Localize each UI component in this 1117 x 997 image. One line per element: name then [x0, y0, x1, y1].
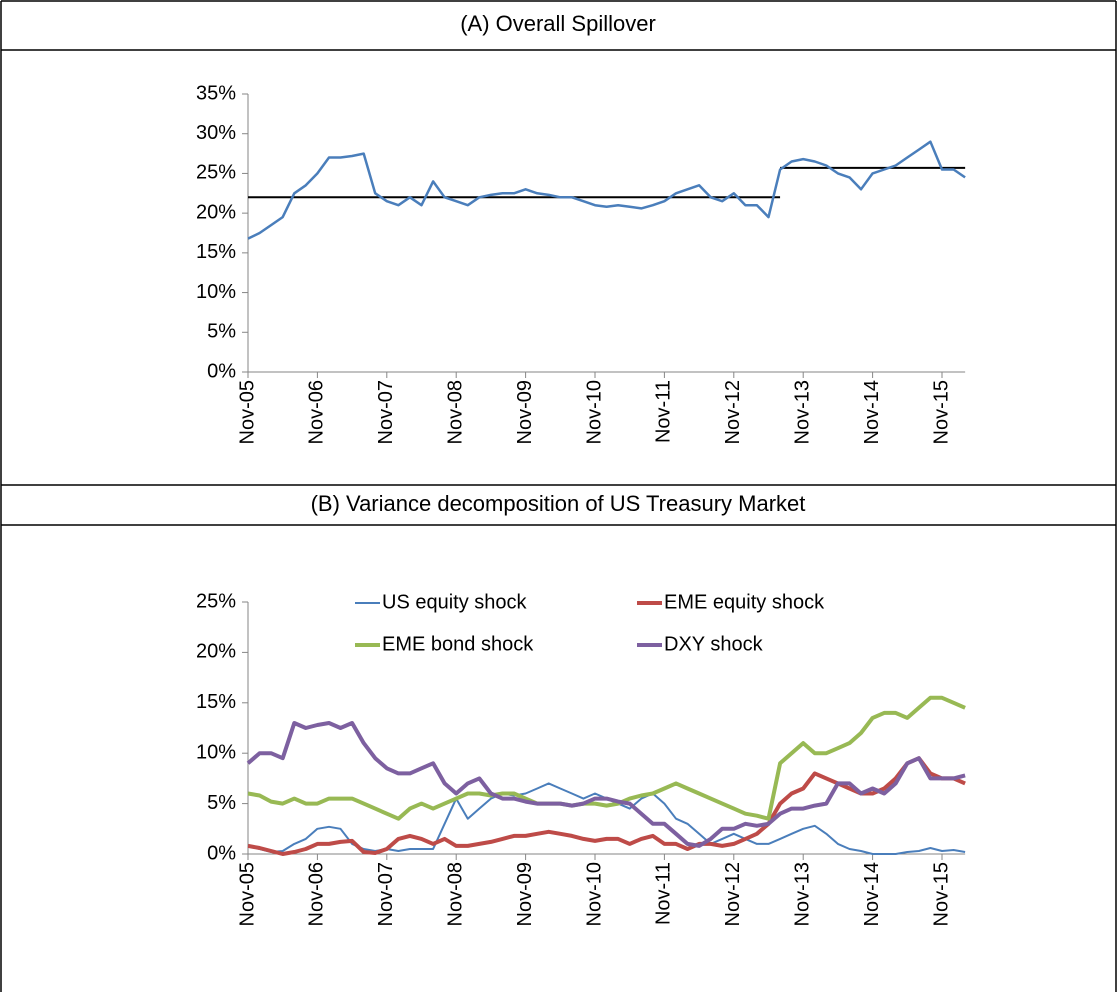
- x-tick-label: Nov-14: [861, 862, 883, 926]
- panel-title: (B) Variance decomposition of US Treasur…: [311, 491, 806, 516]
- x-tick-label: Nov-13: [791, 862, 813, 926]
- x-tick-label: Nov-13: [791, 380, 813, 444]
- x-tick-label: Nov-05: [236, 380, 258, 444]
- x-tick-label: Nov-06: [306, 862, 328, 926]
- x-tick-label: Nov-08: [444, 862, 466, 926]
- x-tick-label: Nov-15: [930, 862, 952, 926]
- y-tick-label: 15%: [196, 241, 236, 263]
- legend-label: EME bond shock: [382, 633, 534, 655]
- y-tick-label: 20%: [196, 201, 236, 223]
- y-tick-label: 30%: [196, 122, 236, 144]
- x-tick-label: Nov-10: [583, 862, 605, 926]
- y-tick-label: 25%: [196, 590, 236, 612]
- y-tick-label: 15%: [196, 691, 236, 713]
- x-tick-label: Nov-09: [514, 380, 536, 444]
- y-tick-label: 25%: [196, 162, 236, 184]
- series-line: [247, 140, 966, 240]
- x-tick-label: Nov-06: [306, 380, 328, 444]
- x-tick-label: Nov-05: [236, 862, 258, 926]
- x-tick-label: Nov-07: [375, 862, 397, 926]
- x-tick-label: Nov-07: [375, 380, 397, 444]
- y-tick-label: 5%: [207, 321, 236, 343]
- x-tick-label: Nov-12: [722, 380, 744, 444]
- series-line: [246, 721, 966, 848]
- y-tick-label: 10%: [196, 281, 236, 303]
- x-tick-label: Nov-11: [653, 862, 675, 925]
- x-tick-label: Nov-15: [930, 380, 952, 444]
- x-tick-label: Nov-11: [653, 380, 675, 443]
- series-line: [247, 756, 966, 856]
- y-tick-label: 20%: [196, 641, 236, 663]
- series-line: [247, 695, 966, 821]
- legend-label: DXY shock: [664, 633, 764, 655]
- y-tick-label: 0%: [207, 360, 236, 382]
- y-tick-label: 10%: [196, 741, 236, 763]
- x-tick-label: Nov-14: [861, 380, 883, 444]
- y-tick-label: 5%: [207, 792, 236, 814]
- legend-label: EME equity shock: [664, 591, 825, 613]
- y-tick-label: 35%: [196, 82, 236, 104]
- x-tick-label: Nov-10: [583, 380, 605, 444]
- x-tick-label: Nov-08: [444, 380, 466, 444]
- x-tick-label: Nov-09: [514, 862, 536, 926]
- panel-title: (A) Overall Spillover: [460, 11, 656, 36]
- legend-label: US equity shock: [382, 591, 528, 613]
- x-tick-label: Nov-12: [722, 862, 744, 926]
- y-tick-label: 0%: [207, 842, 236, 864]
